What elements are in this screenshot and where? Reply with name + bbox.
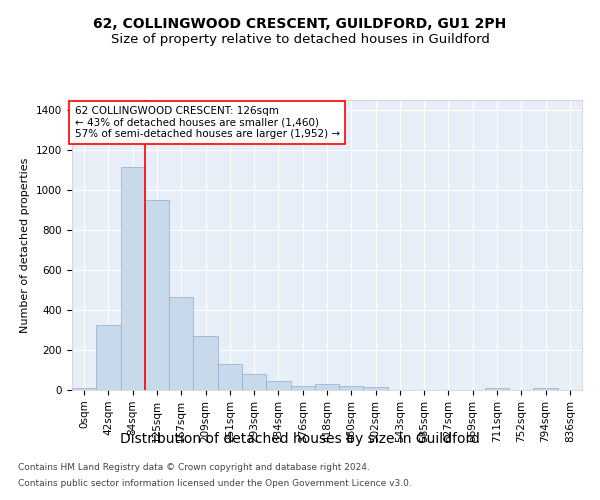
Bar [364, 387, 388, 390]
Y-axis label: Number of detached properties: Number of detached properties [20, 158, 31, 332]
Bar [485, 388, 509, 390]
Bar [218, 364, 242, 390]
Bar [315, 384, 339, 390]
Bar [96, 325, 121, 390]
Text: 62 COLLINGWOOD CRESCENT: 126sqm
← 43% of detached houses are smaller (1,460)
57%: 62 COLLINGWOOD CRESCENT: 126sqm ← 43% of… [74, 106, 340, 139]
Bar [72, 388, 96, 390]
Bar [290, 386, 315, 390]
Bar [242, 374, 266, 390]
Bar [121, 167, 145, 390]
Bar [266, 381, 290, 390]
Text: 62, COLLINGWOOD CRESCENT, GUILDFORD, GU1 2PH: 62, COLLINGWOOD CRESCENT, GUILDFORD, GU1… [94, 18, 506, 32]
Bar [169, 297, 193, 390]
Text: Distribution of detached houses by size in Guildford: Distribution of detached houses by size … [120, 432, 480, 446]
Bar [145, 200, 169, 390]
Bar [193, 336, 218, 390]
Text: Contains HM Land Registry data © Crown copyright and database right 2024.: Contains HM Land Registry data © Crown c… [18, 464, 370, 472]
Bar [339, 386, 364, 390]
Bar [533, 388, 558, 390]
Text: Size of property relative to detached houses in Guildford: Size of property relative to detached ho… [110, 32, 490, 46]
Text: Contains public sector information licensed under the Open Government Licence v3: Contains public sector information licen… [18, 478, 412, 488]
